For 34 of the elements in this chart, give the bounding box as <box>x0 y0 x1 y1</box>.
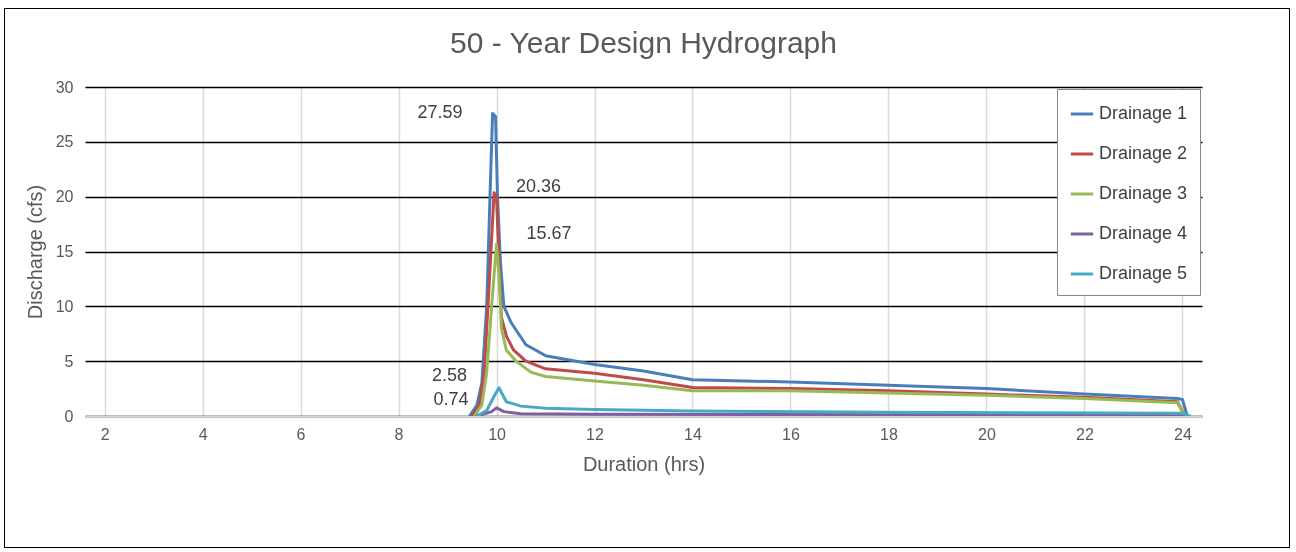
legend-label: Drainage 5 <box>1099 263 1188 283</box>
y-tick-label: 25 <box>55 133 74 151</box>
x-tick-label: 10 <box>488 425 507 443</box>
annotation: 0.74 <box>433 388 469 409</box>
x-tick-label: 20 <box>978 425 996 443</box>
y-tick-label: 5 <box>64 352 74 370</box>
line-series <box>475 386 1192 416</box>
x-tick-label: 22 <box>1076 425 1094 443</box>
x-tick-label: 16 <box>782 425 800 443</box>
annotation: 15.67 <box>526 223 572 244</box>
x-axis-title: Duration (hrs) <box>582 452 706 475</box>
annotation: 27.59 <box>417 102 463 123</box>
y-tick-label: 30 <box>55 78 74 96</box>
y-tick-label: 0 <box>64 407 74 425</box>
x-tick-label: 14 <box>684 425 702 443</box>
y-tick-label: 20 <box>55 188 74 206</box>
legend-label: Drainage 4 <box>1099 223 1188 243</box>
x-tick-label: 2 <box>100 425 110 443</box>
line-series <box>472 242 1187 416</box>
annotation: 2.58 <box>431 364 467 385</box>
x-tick-label: 12 <box>586 425 605 443</box>
x-tick-label: 6 <box>296 425 306 443</box>
x-tick-label: 4 <box>198 425 208 443</box>
legend-label: Drainage 3 <box>1099 183 1188 203</box>
y-tick-label: 10 <box>55 297 74 315</box>
x-tick-label: 18 <box>880 425 898 443</box>
chart-title: 50 - Year Design Hydrograph <box>450 26 837 59</box>
legend-label: Drainage 2 <box>1099 143 1188 163</box>
y-tick-label: 15 <box>55 243 74 260</box>
y-axis-title: Discharge (cfs) <box>23 184 46 320</box>
x-tick-label: 24 <box>1174 425 1192 443</box>
legend-label: Drainage 1 <box>1099 103 1188 123</box>
x-tick-label: 8 <box>394 425 404 443</box>
annotation: 20.36 <box>516 175 562 196</box>
